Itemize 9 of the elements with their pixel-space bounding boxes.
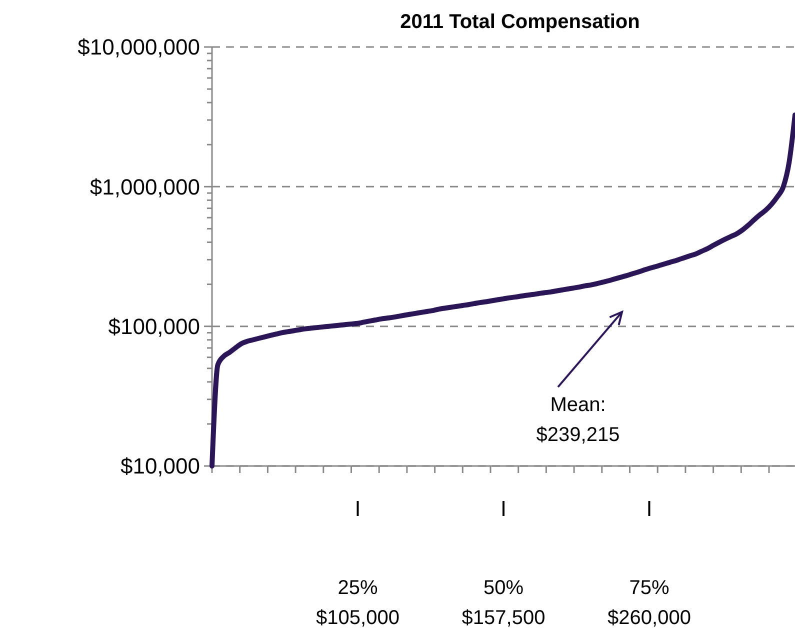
chart-title: 2011 Total Compensation (400, 11, 640, 33)
y-tick-label: $10,000 (120, 454, 200, 479)
y-tick-label: $100,000 (108, 314, 200, 340)
y-tick-label: $10,000,000 (78, 34, 200, 60)
x-tick-label: 50% $157,500 (462, 577, 546, 629)
annotation: Mean: $239,215 (536, 394, 620, 446)
x-tick-label: 75% $260,000 (608, 577, 691, 629)
x-tick-label: 25% $105,000 (316, 577, 400, 629)
y-tick-label: $1,000,000 (90, 174, 200, 200)
